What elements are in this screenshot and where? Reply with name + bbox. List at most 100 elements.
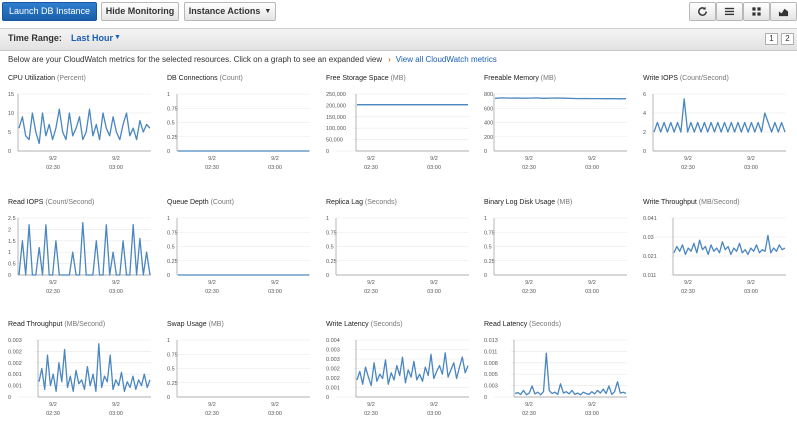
free-storage-space-chart[interactable]: Free Storage Space (MB) 250,000 200,000 150… — [326, 75, 469, 171]
x-tick-time: 03:00 — [109, 289, 123, 295]
y-tick-label: 0.75 — [484, 230, 495, 236]
x-tick-time: 03:00 — [744, 165, 758, 171]
chevron-down-icon: ▼ — [264, 8, 272, 15]
queue-depth-chart[interactable]: Queue Depth (Count) 1 0.75 0.5 0.25 0 9/2 02:30… — [167, 199, 310, 295]
y-tick-label: 250,000 — [326, 92, 346, 98]
write-latency-series-line — [356, 352, 469, 387]
y-tick-label: 100,000 — [326, 126, 346, 132]
page-1-button[interactable]: 1 — [765, 33, 778, 45]
x-tick-time: 02:30 — [364, 165, 378, 171]
y-tick-label: 0.021 — [643, 254, 657, 260]
x-tick-time: 02:30 — [364, 411, 378, 417]
x-tick-time: 02:30 — [522, 411, 536, 417]
x-tick-date: 9/2 — [208, 280, 216, 286]
y-tick-label: 0.25 — [167, 259, 178, 265]
chart-unit: (Count/Second) — [45, 199, 94, 206]
freeable-memory-series-line — [494, 97, 627, 100]
read-iops-chart[interactable]: Read IOPS (Count/Second) 2.5 2 1.5 1 0.5 0 9/2 0… — [8, 199, 151, 295]
y-tick-label: 0 — [167, 273, 170, 279]
swap-usage-chart[interactable]: Swap Usage (MB) 1 0.75 0.5 0.25 0 9/2 02:30 9/2 0… — [167, 321, 310, 417]
y-tick-label: 0.03 — [643, 235, 654, 241]
cpu-utilization-chart[interactable]: CPU Utilization (Percent) 15 10 5 0 9/2 02:30 9… — [8, 75, 151, 171]
chart-view-button[interactable] — [770, 2, 797, 21]
y-tick-label: 0 — [326, 149, 329, 155]
write-iops-series-line — [653, 98, 786, 133]
page-2-button[interactable]: 2 — [781, 33, 794, 45]
chart-title: Read Throughput (MB/Second) — [8, 321, 105, 328]
y-tick-label: 0.5 — [167, 245, 175, 251]
view-all-cloudwatch-link[interactable]: View all CloudWatch metrics — [395, 55, 497, 64]
x-tick-time: 02:30 — [522, 289, 536, 295]
binary-log-disk-usage-chart[interactable]: Binary Log Disk Usage (MB) 1 0.75 0.5 0.25 0 9… — [484, 199, 627, 295]
y-tick-label: 2 — [8, 227, 11, 233]
arrow-right-icon: › — [388, 55, 391, 64]
toolbar: Launch DB Instance Hide Monitoring Insta… — [0, 0, 797, 27]
x-tick-time: 03:00 — [585, 165, 599, 171]
write-latency-chart[interactable]: Write Latency (Seconds) 0.004 0.003 0.003 0.… — [326, 321, 469, 417]
x-tick-date: 9/2 — [525, 156, 533, 162]
x-tick-date: 9/2 — [208, 156, 216, 162]
x-tick-date: 9/2 — [684, 156, 692, 162]
chart-unit: (MB) — [391, 75, 406, 82]
y-tick-label: 4 — [643, 111, 646, 117]
y-tick-label: 5 — [8, 130, 11, 136]
y-tick-label: 0.002 — [326, 376, 340, 382]
chart-unit: (Seconds) — [365, 199, 397, 206]
y-tick-label: 2 — [643, 130, 646, 136]
y-tick-label: 10 — [8, 111, 14, 117]
y-tick-label: 0 — [326, 395, 329, 401]
read-latency-chart[interactable]: Read Latency (Seconds) 0.013 0.011 0.008 0.0… — [484, 321, 627, 417]
write-throughput-series-line — [673, 234, 786, 256]
chevron-down-icon[interactable]: ▼ — [114, 34, 121, 41]
y-tick-label: 1 — [8, 250, 11, 256]
x-tick-time: 02:30 — [681, 289, 695, 295]
launch-db-instance-button[interactable]: Launch DB Instance — [2, 2, 97, 21]
y-tick-label: 0 — [484, 149, 487, 155]
hide-monitoring-button[interactable]: Hide Monitoring — [101, 2, 179, 21]
y-tick-label: 1 — [167, 338, 170, 344]
y-tick-label: 15 — [8, 92, 14, 98]
chart-title: CPU Utilization (Percent) — [8, 75, 86, 82]
grid-view-button[interactable] — [743, 2, 770, 21]
write-iops-chart[interactable]: Write IOPS (Count/Second) 6 4 2 0 9/2 02:30 9/2… — [643, 75, 786, 171]
y-tick-label: 0.5 — [167, 367, 175, 373]
freeable-memory-chart[interactable]: Freeable Memory (MB) 800 600 400 200 0 9/2 02:3… — [484, 75, 627, 171]
x-tick-date: 9/2 — [588, 280, 596, 286]
x-tick-time: 03:00 — [268, 411, 282, 417]
chart-icon — [778, 8, 789, 17]
y-tick-label: 0.041 — [643, 216, 657, 222]
write-throughput-chart[interactable]: Write Throughput (MB/Second) 0.041 0.03 0.0… — [643, 199, 786, 295]
chart-title: Read Latency (Seconds) — [484, 321, 561, 328]
chart-title: Write Throughput (MB/Second) — [643, 199, 740, 206]
instance-actions-button[interactable]: Instance Actions ▼ — [184, 2, 276, 21]
y-tick-label: 1 — [167, 92, 170, 98]
y-tick-label: 0.003 — [326, 357, 340, 363]
y-tick-label: 150,000 — [326, 115, 346, 121]
chart-title: Read IOPS (Count/Second) — [8, 199, 94, 206]
x-tick-date: 9/2 — [49, 156, 57, 162]
db-connections-chart[interactable]: DB Connections (Count) 1 0.75 0.5 0.25 0 9/2 02… — [167, 75, 310, 171]
x-tick-date: 9/2 — [588, 402, 596, 408]
x-tick-date: 9/2 — [367, 402, 375, 408]
chart-title: Queue Depth (Count) — [167, 199, 234, 206]
refresh-button[interactable] — [689, 2, 716, 21]
chart-unit: (MB/Second) — [64, 321, 105, 328]
chart-unit: (Seconds) — [371, 321, 403, 328]
y-tick-label: 0.002 — [8, 349, 22, 355]
y-tick-label: 6 — [643, 92, 646, 98]
y-tick-label: 200 — [484, 135, 493, 141]
y-tick-label: 0.008 — [484, 361, 498, 367]
chart-title: Replica Lag (Seconds) — [326, 199, 397, 206]
y-tick-label: 0 — [8, 273, 11, 279]
read-throughput-chart[interactable]: Read Throughput (MB/Second) 0.003 0.002 0.0… — [8, 321, 151, 417]
replica-lag-chart[interactable]: Replica Lag (Seconds) 1 0.75 0.5 0.25 0 9/2 02:… — [326, 199, 469, 295]
y-tick-label: 0.013 — [484, 338, 498, 344]
time-range-select[interactable]: Last Hour — [71, 33, 114, 43]
y-tick-label: 0.002 — [8, 361, 22, 367]
y-tick-label: 0.001 — [8, 372, 22, 378]
x-tick-time: 02:30 — [46, 165, 60, 171]
list-view-button[interactable] — [716, 2, 743, 21]
y-tick-label: 0.25 — [167, 381, 178, 387]
x-tick-date: 9/2 — [112, 156, 120, 162]
